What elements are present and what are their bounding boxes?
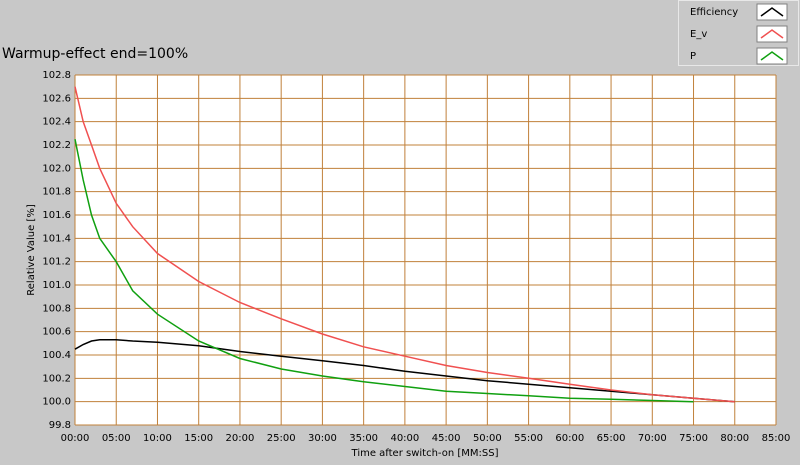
y-tick-label: 102.2 — [42, 140, 71, 151]
x-tick-label: 65:00 — [597, 433, 626, 444]
y-axis-label: Relative Value [%] — [26, 204, 37, 296]
x-tick-label: 75:00 — [679, 433, 708, 444]
y-tick-label: 101.2 — [42, 257, 71, 268]
series-line — [74, 86, 735, 403]
y-tick-label: 100.2 — [42, 373, 71, 384]
y-tick-label: 100.4 — [42, 350, 71, 361]
x-tick-label: 50:00 — [473, 433, 502, 444]
x-tick-label: 80:00 — [720, 433, 749, 444]
legend-swatch-box — [756, 25, 788, 43]
y-tick-label: 100.8 — [42, 303, 71, 314]
legend-swatch-box — [756, 3, 788, 21]
y-tick-label: 99.8 — [49, 420, 71, 431]
legend-swatch-box — [756, 47, 788, 65]
y-tick-label: 100.0 — [42, 397, 71, 408]
x-tick-label: 45:00 — [432, 433, 461, 444]
x-tick-label: 60:00 — [555, 433, 584, 444]
y-tick-label: 101.8 — [42, 187, 71, 198]
series-line — [74, 339, 735, 403]
y-tick-label: 101.6 — [42, 210, 71, 221]
x-axis-label: Time after switch-on [MM:SS] — [351, 448, 499, 459]
x-tick-label: 35:00 — [349, 433, 378, 444]
plot-area — [75, 75, 776, 425]
y-tick-label: 102.4 — [42, 117, 71, 128]
y-tick-label: 100.6 — [42, 327, 71, 338]
legend-label: Efficiency — [690, 7, 738, 18]
y-tick-label: 101.0 — [42, 280, 71, 291]
x-tick-label: 00:00 — [61, 433, 90, 444]
x-tick-label: 15:00 — [184, 433, 213, 444]
y-tick-label: 102.0 — [42, 163, 71, 174]
legend-swatch — [760, 51, 784, 61]
y-tick-label: 101.4 — [42, 233, 71, 244]
x-tick-label: 05:00 — [102, 433, 131, 444]
x-tick-label: 10:00 — [143, 433, 172, 444]
x-tick-label: 30:00 — [308, 433, 337, 444]
x-tick-label: 25:00 — [267, 433, 296, 444]
x-tick-label: 70:00 — [638, 433, 667, 444]
chart-title: Warmup-effect end=100% — [2, 46, 188, 62]
legend-label: E_v — [690, 29, 707, 40]
y-tick-label: 102.6 — [42, 93, 71, 104]
legend-swatch — [760, 7, 784, 17]
x-tick-label: 55:00 — [514, 433, 543, 444]
x-tick-label: 20:00 — [226, 433, 255, 444]
x-tick-label: 85:00 — [762, 433, 791, 444]
legend-label: P — [690, 51, 696, 62]
y-tick-label: 102.8 — [42, 70, 71, 81]
series-line — [74, 139, 694, 403]
x-tick-label: 40:00 — [390, 433, 419, 444]
legend-swatch — [760, 29, 784, 39]
